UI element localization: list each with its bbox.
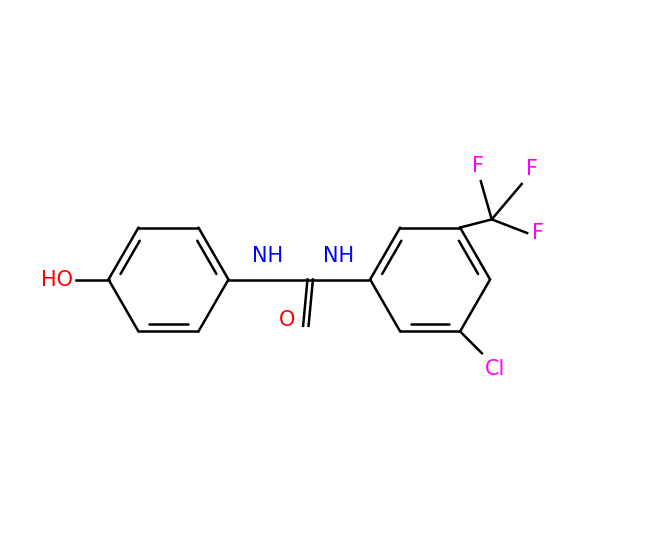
Text: F: F [472, 156, 484, 176]
Text: NH: NH [323, 246, 355, 266]
Text: O: O [279, 310, 295, 330]
Text: F: F [531, 223, 544, 243]
Text: HO: HO [41, 269, 73, 290]
Text: Cl: Cl [485, 359, 505, 378]
Text: F: F [526, 159, 538, 178]
Text: NH: NH [252, 246, 284, 266]
